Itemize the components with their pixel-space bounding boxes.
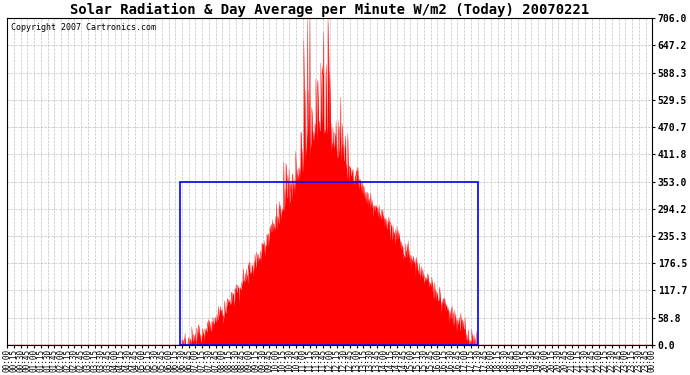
- Text: Copyright 2007 Cartronics.com: Copyright 2007 Cartronics.com: [10, 23, 155, 32]
- Bar: [179, 182, 477, 345]
- Title: Solar Radiation & Day Average per Minute W/m2 (Today) 20070221: Solar Radiation & Day Average per Minute…: [70, 3, 589, 17]
